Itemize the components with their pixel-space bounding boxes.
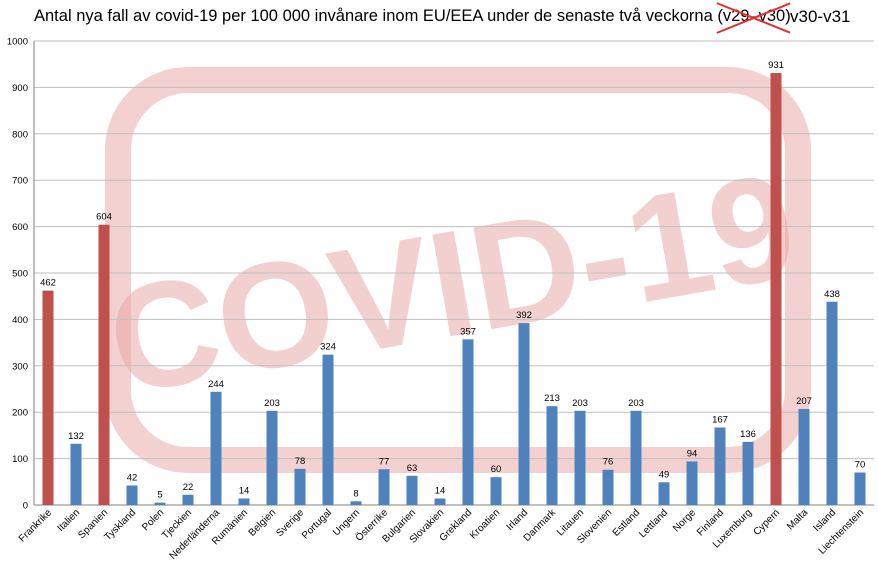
data-label: 22: [183, 482, 194, 493]
bar: [350, 501, 362, 505]
x-tick-label: Danmark: [522, 507, 559, 544]
data-label: 60: [491, 464, 502, 475]
y-tick-label: 800: [12, 129, 28, 140]
bar: [98, 224, 110, 505]
y-tick-label: 200: [12, 408, 28, 419]
bar: [126, 485, 138, 505]
data-label: 203: [572, 398, 588, 409]
x-tick-label: Frankrike: [17, 507, 55, 545]
data-label: 77: [379, 456, 390, 467]
data-label: 357: [460, 326, 476, 337]
x-tick-label: Italien: [55, 507, 82, 534]
x-tick-label: Island: [811, 507, 838, 534]
data-label: 324: [320, 342, 336, 353]
y-tick-label: 100: [12, 454, 28, 465]
bar: [406, 475, 418, 505]
x-tick-label: Malta: [785, 507, 810, 532]
watermark-frame: [105, 67, 811, 473]
y-tick-label: 600: [12, 222, 28, 233]
y-tick-label: 1000: [7, 37, 28, 48]
data-label: 207: [796, 396, 812, 407]
x-tick-label: Belgien: [247, 507, 278, 538]
x-tick-label: Polen: [140, 507, 166, 533]
x-tick-label: Portugal: [300, 507, 334, 541]
data-label: 136: [740, 429, 756, 440]
bar: [854, 472, 866, 505]
bar: [294, 468, 306, 505]
y-tick-label: 0: [23, 501, 28, 512]
data-label: 14: [239, 486, 250, 497]
data-label: 78: [295, 456, 306, 467]
bar: [658, 482, 670, 505]
y-tick-label: 500: [12, 269, 28, 280]
bar: [378, 469, 390, 505]
bar: [70, 443, 82, 505]
data-label: 94: [687, 448, 698, 459]
data-label: 5: [157, 490, 162, 501]
bar: [210, 391, 222, 505]
bars: [42, 73, 866, 506]
bar: [238, 498, 250, 505]
watermark-text: COVID-19: [97, 140, 808, 426]
bar: [602, 469, 614, 505]
data-label: 438: [824, 289, 840, 300]
bar: [826, 301, 838, 505]
data-label: 132: [68, 431, 84, 442]
bar: [182, 494, 194, 505]
bar: [266, 410, 278, 505]
data-label: 203: [628, 398, 644, 409]
bar: [518, 323, 530, 505]
chart-title-new-weeks: v30-v31: [790, 7, 851, 26]
bar: [714, 427, 726, 505]
data-label: 63: [407, 463, 418, 474]
data-label: 8: [353, 488, 358, 499]
data-labels: 462 132 604 42 5 22 244 14 203 78 324 8 77 63 14 357 60 3…: [40, 60, 865, 501]
x-tick-label: Tyskland: [102, 507, 138, 543]
bar: [322, 354, 334, 505]
x-tick-label: Cypern: [752, 507, 783, 538]
y-tick-label: 400: [12, 315, 28, 326]
y-tick-label: 700: [12, 176, 28, 187]
data-label: 462: [40, 278, 56, 289]
struck-old-weeks: (v29–v30): [717, 7, 791, 25]
chart-title-main: Antal nya fall av covid-19 per 100 000 i…: [34, 7, 713, 25]
data-label: 49: [659, 469, 670, 480]
data-label: 42: [127, 473, 138, 484]
chart-title: Antal nya fall av covid-19 per 100 000 i…: [34, 7, 791, 26]
bar: [770, 73, 782, 506]
data-label: 392: [516, 310, 532, 321]
y-tick-label: 900: [12, 83, 28, 94]
data-label: 213: [544, 393, 560, 404]
bar: [434, 498, 446, 505]
data-label: 76: [603, 457, 614, 468]
axes: 0 100 200 300 400 500 600 700 800 900 1000: [7, 37, 35, 512]
bar: [686, 461, 698, 505]
bar: [798, 408, 810, 505]
y-tick-label: 300: [12, 361, 28, 372]
data-label: 203: [264, 398, 280, 409]
gridlines: [34, 40, 874, 506]
x-tick-label: Kroatien: [468, 507, 502, 541]
watermark: COVID-19: [97, 67, 811, 473]
bar: [546, 406, 558, 505]
x-tick-label: Irland: [505, 507, 530, 532]
bar: [462, 339, 474, 505]
data-label: 167: [712, 415, 728, 426]
data-label: 244: [208, 379, 224, 390]
bar: [42, 290, 54, 505]
bar: [154, 502, 166, 505]
bar: [742, 441, 754, 505]
bar: [630, 410, 642, 505]
data-label: 70: [855, 460, 866, 471]
data-label: 931: [768, 60, 784, 71]
x-tick-label: Lettland: [637, 507, 670, 540]
bar: [574, 410, 586, 505]
bar: [490, 477, 502, 505]
data-label: 14: [435, 486, 446, 497]
data-label: 604: [96, 212, 112, 223]
